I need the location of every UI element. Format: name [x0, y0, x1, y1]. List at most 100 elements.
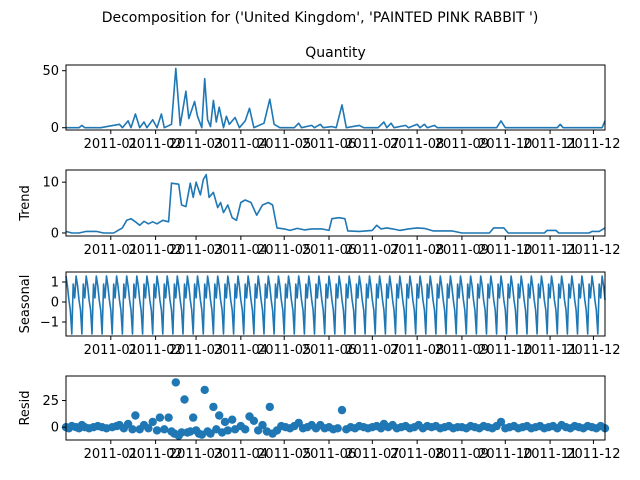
resid-y-tick-label: 0: [51, 421, 59, 436]
quantity-y-tick-label: 0: [51, 121, 59, 136]
trend-x-tick-label: 2011-07: [345, 243, 399, 258]
seasonal-x-tick-label: 2011-06: [302, 343, 356, 358]
trend-y-tick-label: 10: [42, 176, 59, 191]
quantity-y-tick-label: 50: [42, 64, 59, 79]
resid-point: [258, 420, 267, 430]
trend-x-tick-label: 2011-03: [169, 243, 223, 258]
resid-x-tick-label: 2011-01: [84, 447, 138, 462]
quantity-series-line: [66, 67, 606, 129]
resid-y-tick-label: 25: [42, 394, 59, 409]
resid-point: [148, 417, 157, 427]
resid-point: [265, 402, 274, 412]
resid-point: [249, 416, 259, 425]
quantity-x-tick-label: 2011-11: [523, 137, 577, 152]
quantity-x-tick-label: 2011-07: [345, 137, 399, 152]
figure-suptitle: Decomposition for ('United Kingdom', 'PA…: [102, 10, 539, 26]
seasonal-x-tick-label: 2011-07: [345, 343, 399, 358]
trend-series-line: [65, 173, 606, 234]
resid-point: [337, 405, 347, 415]
trend-x-tick-label: 2011-10: [478, 243, 532, 258]
resid-point: [177, 428, 186, 437]
resid-x-tick-label: 2011-08: [390, 447, 444, 462]
resid-x-tick-label: 2011-10: [478, 447, 532, 462]
resid-point: [128, 425, 137, 434]
resid-point: [160, 425, 169, 434]
seasonal-x-tick-label: 2011-12: [566, 343, 620, 358]
resid-x-tick-label: 2011-07: [345, 447, 399, 462]
resid-point: [209, 402, 218, 412]
trend-x-tick-label: 2011-12: [566, 243, 620, 258]
resid-panel: 0252011-012011-022011-032011-042011-0520…: [18, 375, 621, 462]
resid-point: [189, 413, 198, 422]
seasonal-x-tick-label: 2011-10: [478, 343, 532, 358]
quantity-x-tick-label: 2011-06: [302, 137, 356, 152]
seasonal-panel: −1012011-012011-022011-032011-042011-052…: [18, 271, 621, 358]
trend-x-tick-label: 2011-06: [302, 243, 356, 258]
resid-x-tick-label: 2011-06: [302, 447, 356, 462]
resid-x-tick-label: 2011-11: [523, 447, 577, 462]
seasonal-x-tick-label: 2011-04: [214, 343, 268, 358]
trend-y-tick-label: 0: [51, 226, 59, 241]
seasonal-y-tick-label: 1: [51, 276, 59, 291]
seasonal-x-tick-label: 2011-05: [257, 343, 311, 358]
seasonal-series-line: [65, 275, 606, 335]
resid-point: [171, 378, 180, 387]
resid-point: [200, 385, 209, 395]
seasonal-x-tick-label: 2011-08: [390, 343, 444, 358]
quantity-x-tick-label: 2011-09: [435, 137, 489, 152]
quantity-x-tick-label: 2011-04: [214, 137, 268, 152]
resid-point: [333, 424, 342, 433]
seasonal-y-tick-label: 0: [51, 296, 59, 311]
trend-x-tick-label: 2011-01: [84, 243, 138, 258]
resid-point: [228, 415, 237, 424]
seasonal-y-tick-label: −1: [40, 316, 59, 331]
resid-point: [131, 411, 140, 420]
trend-x-tick-label: 2011-08: [390, 243, 444, 258]
panels-group: 0502011-012011-022011-032011-042011-0520…: [18, 45, 621, 462]
seasonal-x-tick-label: 2011-11: [523, 343, 577, 358]
seasonal-x-tick-label: 2011-02: [128, 343, 182, 358]
quantity-x-tick-label: 2011-10: [478, 137, 532, 152]
quantity-title: Quantity: [305, 45, 366, 61]
trend-axes-frame: [65, 169, 606, 237]
quantity-x-tick-label: 2011-01: [84, 137, 138, 152]
trend-panel: 0102011-012011-022011-032011-042011-0520…: [18, 169, 621, 258]
resid-x-tick-label: 2011-12: [566, 447, 620, 462]
resid-point: [155, 413, 165, 422]
resid-point: [215, 411, 224, 420]
resid-y-axis-label: Resid: [18, 390, 33, 425]
quantity-x-tick-label: 2011-08: [390, 137, 444, 152]
resid-point: [144, 424, 153, 433]
seasonal-x-tick-label: 2011-01: [84, 343, 138, 358]
seasonal-x-tick-label: 2011-03: [169, 343, 223, 358]
resid-x-tick-label: 2011-04: [214, 447, 268, 462]
quantity-x-tick-label: 2011-03: [169, 137, 223, 152]
seasonal-x-tick-label: 2011-09: [435, 343, 489, 358]
resid-axes-frame: [65, 375, 606, 441]
resid-point: [220, 417, 230, 427]
resid-point: [152, 426, 162, 435]
quantity-x-tick-label: 2011-12: [566, 137, 620, 152]
resid-x-tick-label: 2011-02: [128, 447, 182, 462]
resid-point: [223, 426, 232, 435]
quantity-axes-frame: [65, 64, 606, 131]
quantity-x-tick-label: 2011-02: [128, 137, 182, 152]
trend-x-tick-label: 2011-04: [214, 243, 268, 258]
trend-x-tick-label: 2011-11: [523, 243, 577, 258]
resid-point: [496, 417, 506, 427]
trend-x-tick-label: 2011-02: [128, 243, 182, 258]
seasonal-axes-frame: [65, 271, 606, 337]
resid-x-tick-label: 2011-03: [169, 447, 223, 462]
trend-y-axis-label: Trend: [18, 185, 33, 222]
trend-x-tick-label: 2011-09: [435, 243, 489, 258]
quantity-x-tick-label: 2011-05: [257, 137, 311, 152]
resid-x-tick-label: 2011-05: [257, 447, 311, 462]
resid-point: [241, 425, 250, 434]
resid-point: [180, 395, 189, 404]
quantity-panel: 0502011-012011-022011-032011-042011-0520…: [42, 45, 620, 152]
resid-x-tick-label: 2011-09: [435, 447, 489, 462]
seasonal-y-axis-label: Seasonal: [18, 275, 33, 334]
resid-point: [164, 413, 173, 422]
trend-x-tick-label: 2011-05: [257, 243, 311, 258]
